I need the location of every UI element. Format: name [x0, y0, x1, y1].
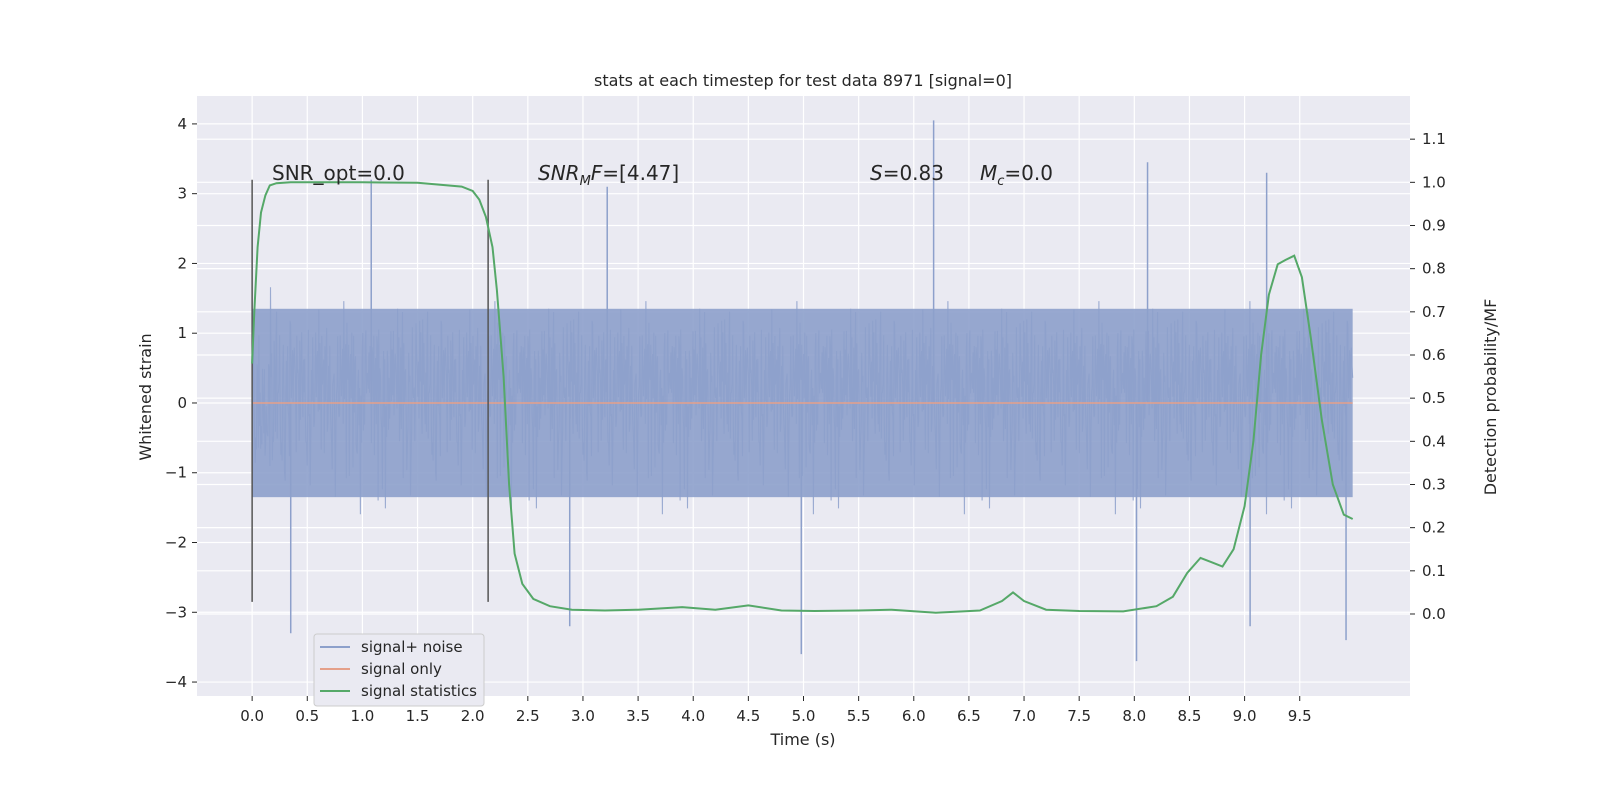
y-tick-label-right: 0.1: [1422, 562, 1446, 580]
annotation-snr-mf-prefix: SNR: [538, 161, 580, 185]
x-tick-label: 1.5: [406, 707, 430, 725]
y-tick-label-right: 0.0: [1422, 605, 1446, 623]
annotation-snr-opt: SNR_opt=0.0: [272, 161, 405, 185]
legend-label-signal: signal only: [361, 660, 442, 678]
x-tick-label: 7.5: [1067, 707, 1091, 725]
annotation-mc-prefix: M: [980, 161, 997, 185]
x-tick-label: 5.0: [792, 707, 816, 725]
chart-title: stats at each timestep for test data 897…: [594, 71, 1012, 90]
y-tick-label-left: 0: [177, 394, 187, 412]
x-tick-label: 0.5: [295, 707, 319, 725]
y-tick-label-right: 1.1: [1422, 130, 1446, 148]
annotation-s-value: =0.83: [883, 161, 944, 185]
y-tick-label-right: 0.5: [1422, 389, 1446, 407]
x-tick-label: 7.0: [1012, 707, 1036, 725]
y-tick-label-left: 2: [177, 254, 187, 272]
legend: signal+ noise signal only signal statist…: [313, 633, 485, 707]
annotation-snr-mf-sub: M: [580, 174, 591, 189]
axes: 0.0 0.5 1.0 1.5 2.0 2.5 3.0 3.5 4.0 4.5 5.0 5.5 6.0 6…: [165, 115, 1446, 725]
y-tick-label-right: 0.7: [1422, 303, 1446, 321]
y-tick-label-right: 1.0: [1422, 173, 1446, 191]
legend-box: [313, 633, 485, 707]
y-tick-label-right: 0.3: [1422, 475, 1446, 493]
x-tick-label: 6.5: [957, 707, 981, 725]
y-tick-label-left: 1: [177, 324, 187, 342]
x-tick-label: 0.0: [240, 707, 264, 725]
y-tick-label-right: 0.2: [1422, 519, 1446, 537]
x-tick-label: 9.0: [1233, 707, 1257, 725]
x-tick-label: 1.0: [350, 707, 374, 725]
x-tick-label: 3.0: [571, 707, 595, 725]
legend-label-noise: signal+ noise: [361, 638, 463, 656]
y-axis-right-label: Detection probability/MF: [1481, 299, 1500, 496]
x-tick-label: 3.5: [626, 707, 650, 725]
y-tick-label-right: 0.9: [1422, 216, 1446, 234]
x-tick-label: 4.5: [736, 707, 760, 725]
x-tick-label: 5.5: [847, 707, 871, 725]
x-tick-label: 8.5: [1178, 707, 1202, 725]
x-tick-label: 2.0: [461, 707, 485, 725]
annotation-mc-value: =0.0: [1004, 161, 1053, 185]
y-tick-label-right: 0.8: [1422, 260, 1446, 278]
y-tick-label-left: 4: [177, 115, 187, 133]
annotation-mc-sub: c: [997, 174, 1004, 189]
annotation-snr-mf-value: =[4.47]: [602, 161, 679, 185]
y-tick-label-right: 0.4: [1422, 432, 1446, 450]
vertical-markers: [251, 179, 489, 602]
annotation-s-prefix: S: [870, 161, 883, 185]
x-tick-label: 9.5: [1288, 707, 1312, 725]
x-tick-label: 6.0: [902, 707, 926, 725]
annotation-snr-mf-suffix: F: [591, 161, 603, 185]
y-tick-label-left: −3: [165, 603, 187, 621]
annotation-s: S=0.83: [870, 161, 944, 185]
x-tick-label: 2.5: [516, 707, 540, 725]
y-axis-left-label: Whitened strain: [136, 333, 155, 460]
y-tick-label-left: −2: [165, 534, 187, 552]
legend-label-stats: signal statistics: [361, 682, 477, 700]
y-tick-label-left: −1: [165, 464, 187, 482]
x-tick-label: 8.0: [1122, 707, 1146, 725]
series-signal-statistics: [251, 181, 1354, 614]
x-tick-label: 4.0: [681, 707, 705, 725]
y-tick-label-right: 0.6: [1422, 346, 1446, 364]
y-tick-label-left: −4: [165, 673, 187, 691]
y-tick-label-left: 3: [177, 185, 187, 203]
annotation-snr-mf: SNRMF=[4.47]: [538, 161, 679, 189]
x-axis-label: Time (s): [769, 730, 835, 749]
annotation-mc: Mc=0.0: [980, 161, 1053, 189]
